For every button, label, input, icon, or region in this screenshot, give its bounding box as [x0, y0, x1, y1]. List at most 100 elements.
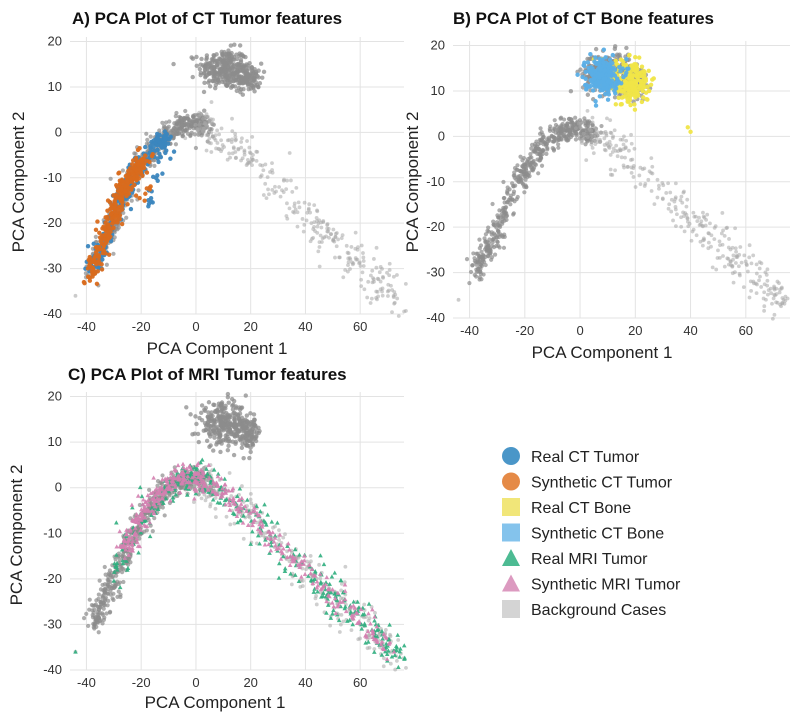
background-point	[249, 434, 255, 440]
background-point	[691, 227, 696, 232]
background-point	[200, 129, 205, 134]
y-tick-label: -30	[43, 261, 62, 276]
background-point	[312, 203, 317, 208]
background-point	[102, 564, 107, 570]
background-point	[94, 598, 99, 603]
background-point	[101, 600, 106, 605]
background-point	[666, 206, 671, 211]
background-point	[504, 217, 509, 223]
background-point	[594, 136, 599, 141]
synthetic-ct-bone-point	[575, 72, 580, 77]
background-point	[346, 263, 350, 267]
real-mri-tumor-point	[143, 518, 148, 523]
real-mri-tumor-point	[332, 570, 338, 575]
real-mri-tumor-point	[315, 589, 320, 594]
background-point	[172, 465, 177, 470]
background-point	[263, 181, 268, 186]
background-point	[215, 128, 220, 133]
synthetic-ct-bone-point	[598, 67, 603, 73]
background-point	[386, 282, 391, 287]
real-mri-tumor-point	[204, 466, 209, 471]
y-tick-label: 10	[48, 79, 62, 94]
background-point	[578, 67, 583, 72]
background-point	[593, 46, 599, 52]
synthetic-ct-tumor-point	[91, 259, 96, 265]
synthetic-ct-tumor-point	[117, 216, 123, 222]
background-point	[752, 281, 756, 286]
background-point	[692, 214, 697, 219]
background-point	[320, 236, 325, 241]
background-point	[356, 637, 361, 642]
background-point	[250, 71, 255, 76]
background-point	[668, 190, 673, 195]
background-point	[326, 229, 331, 234]
background-point	[224, 83, 229, 88]
background-point	[375, 289, 380, 294]
background-point	[498, 219, 503, 224]
background-point	[216, 427, 222, 433]
real-ct-bone-point	[628, 102, 633, 108]
background-point	[227, 413, 233, 418]
real-ct-tumor-point	[151, 144, 156, 150]
background-point	[159, 480, 164, 485]
background-point	[229, 62, 235, 67]
background-point	[317, 218, 322, 223]
background-point	[621, 142, 626, 147]
background-point	[261, 69, 267, 75]
background-point	[722, 264, 727, 269]
background-point	[762, 308, 766, 313]
background-point	[612, 128, 617, 133]
real-mri-tumor-point	[244, 497, 250, 502]
background-point	[102, 597, 108, 602]
panel-c-mri-tumor: C) PCA Plot of MRI Tumor features -40 -20…	[7, 365, 408, 712]
background-point	[647, 169, 652, 174]
background-point	[337, 630, 342, 634]
background-point	[388, 632, 392, 637]
background-point	[213, 496, 218, 500]
background-point	[521, 167, 527, 172]
background-point	[551, 135, 556, 140]
real-mri-tumor-point	[254, 503, 259, 509]
background-point	[173, 142, 179, 147]
background-point	[219, 138, 224, 143]
background-point	[471, 251, 476, 256]
background-point	[501, 196, 507, 201]
background-point	[374, 245, 379, 250]
real-mri-tumor-point	[356, 605, 362, 610]
background-point	[239, 158, 243, 163]
background-point	[456, 297, 461, 302]
background-point	[210, 79, 216, 84]
real-mri-tumor-point	[276, 575, 282, 580]
background-point	[718, 243, 722, 248]
background-point	[338, 622, 343, 627]
synthetic-ct-bone-point	[580, 74, 585, 80]
background-point	[118, 592, 123, 597]
background-point	[682, 189, 686, 194]
real-ct-bone-point	[688, 129, 693, 135]
background-point	[502, 200, 507, 205]
synthetic-ct-tumor-point	[142, 198, 147, 203]
background-point	[150, 529, 155, 534]
panel-b-title: B) PCA Plot of CT Bone features	[453, 9, 714, 28]
background-point	[163, 120, 169, 125]
background-point	[260, 75, 265, 80]
background-point	[167, 119, 172, 124]
background-point	[712, 237, 717, 242]
background-point	[327, 235, 331, 240]
panel-a-points	[73, 42, 408, 318]
synthetic-ct-tumor-point	[137, 146, 142, 151]
background-point	[494, 225, 499, 230]
background-point	[599, 123, 604, 129]
x-tick-label: -20	[515, 323, 534, 338]
y-tick-label: 0	[55, 124, 62, 139]
background-point	[235, 65, 240, 70]
background-point	[608, 118, 613, 123]
background-point	[239, 62, 245, 67]
background-point	[539, 163, 545, 168]
real-mri-tumor-point	[374, 627, 380, 633]
background-point	[523, 184, 529, 189]
background-point	[106, 571, 111, 576]
real-ct-bone-point	[638, 82, 643, 88]
real-mri-tumor-point	[268, 543, 274, 548]
background-point	[365, 646, 370, 651]
